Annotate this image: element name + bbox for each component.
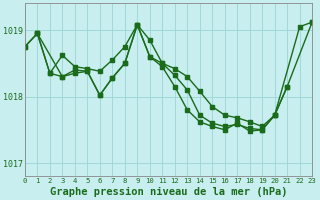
X-axis label: Graphe pression niveau de la mer (hPa): Graphe pression niveau de la mer (hPa) xyxy=(50,186,287,197)
